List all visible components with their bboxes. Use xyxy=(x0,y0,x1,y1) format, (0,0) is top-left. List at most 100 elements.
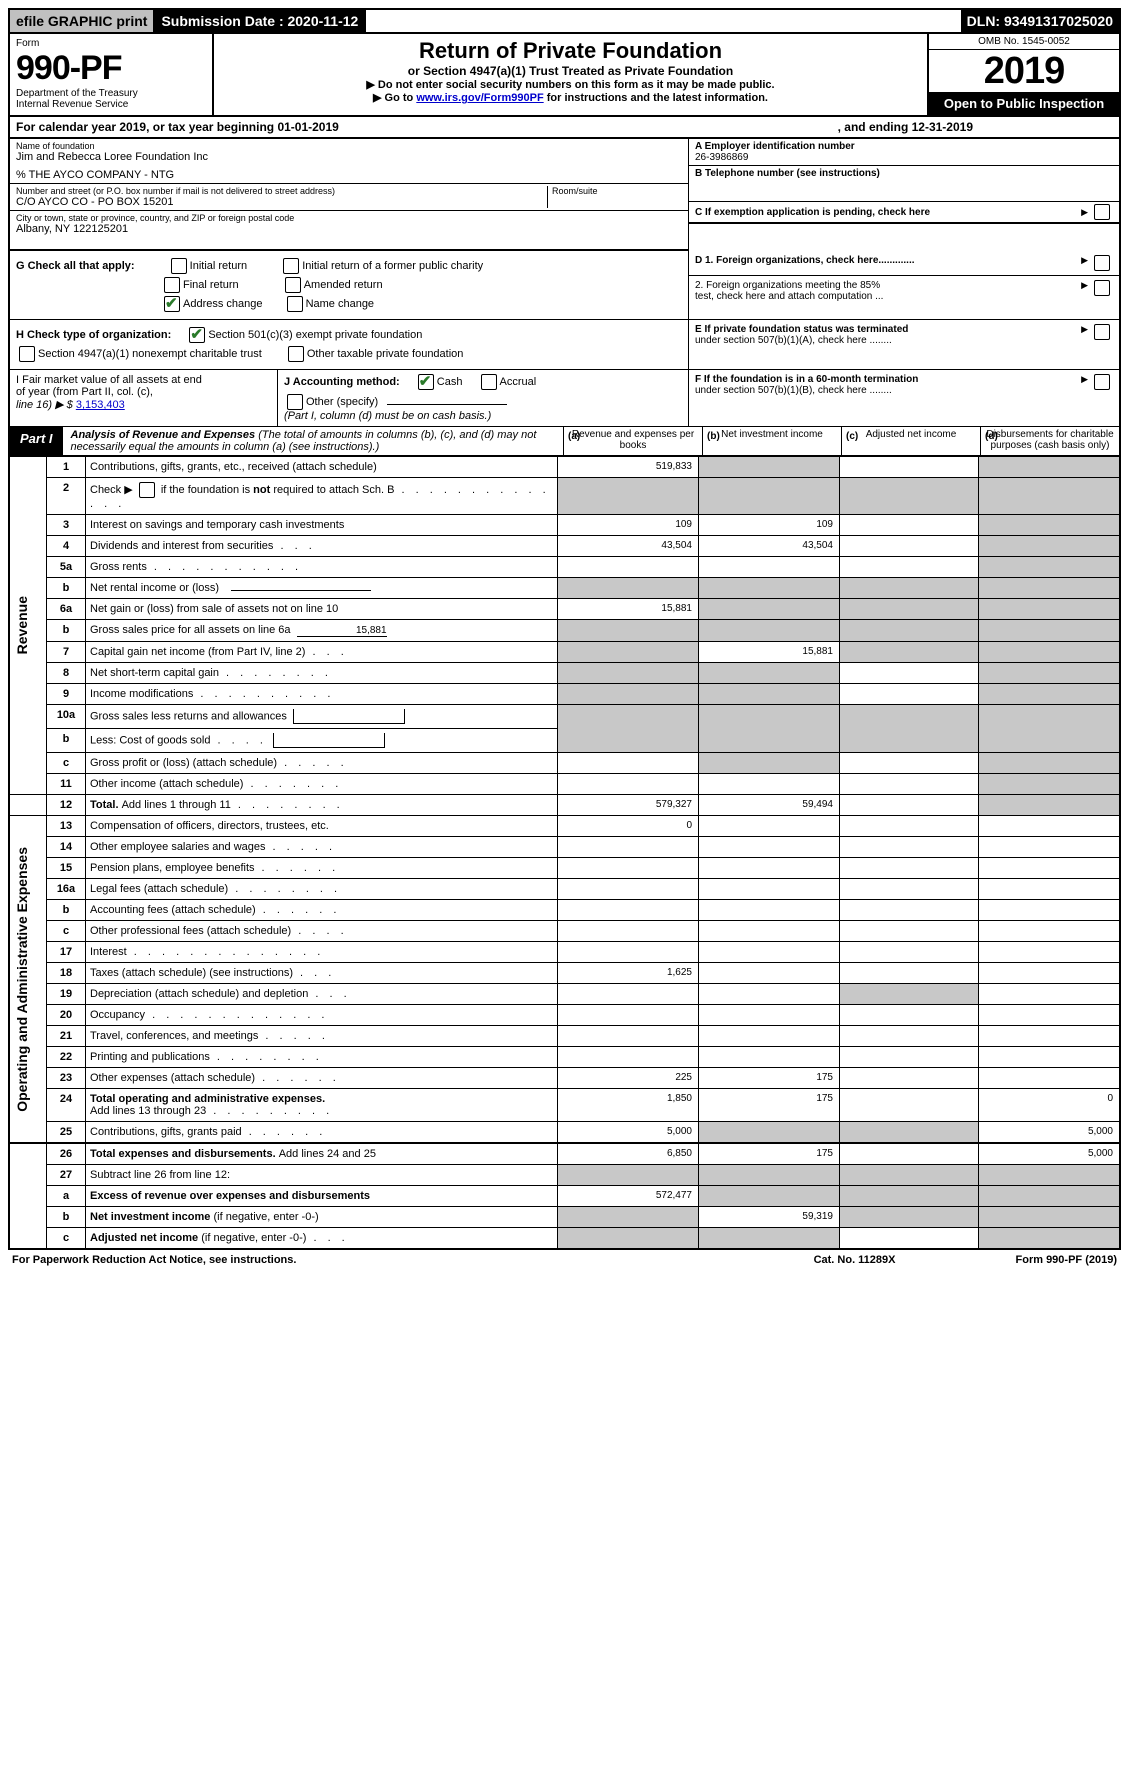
name-label: Name of foundation xyxy=(16,141,682,151)
section-j: J Accounting method: Cash Accrual Other … xyxy=(278,370,688,426)
efile-button[interactable]: efile GRAPHIC print xyxy=(10,10,155,32)
f-line2: under section 507(b)(1)(B), check here .… xyxy=(695,385,918,396)
g-label: G Check all that apply: xyxy=(16,260,135,272)
accrual-label: Accrual xyxy=(500,376,537,388)
col-d-header: (d)Disbursements for charitable purposes… xyxy=(980,427,1119,455)
d1-checkbox[interactable] xyxy=(1094,255,1110,271)
expenses-side-label: Operating and Administrative Expenses xyxy=(14,847,30,1112)
table-row: 20Occupancy . . . . . . . . . . . . . xyxy=(9,1005,1120,1026)
c3-label: Section 501(c)(3) exempt private foundat… xyxy=(208,329,422,341)
table-row: 10aGross sales less returns and allowanc… xyxy=(9,705,1120,729)
exemption-checkbox[interactable] xyxy=(1094,204,1110,220)
form-subtitle: or Section 4947(a)(1) Trust Treated as P… xyxy=(222,64,919,78)
f-checkbox[interactable] xyxy=(1094,374,1110,390)
d2-row: 2. Foreign organizations meeting the 85%… xyxy=(689,276,1119,306)
identification-right: A Employer identification number 26-3986… xyxy=(688,139,1119,251)
dln-label: DLN: 93491317025020 xyxy=(961,10,1119,32)
d2-line1: 2. Foreign organizations meeting the 85% xyxy=(695,280,883,291)
open-inspection: Open to Public Inspection xyxy=(929,92,1119,115)
part1-header: Part I Analysis of Revenue and Expenses … xyxy=(8,426,1121,457)
table-row: 4Dividends and interest from securities … xyxy=(9,536,1120,557)
exemption-c-label: C If exemption application is pending, c… xyxy=(695,207,930,218)
table-row: 11Other income (attach schedule) . . . .… xyxy=(9,774,1120,795)
tax-year: 2019 xyxy=(929,50,1119,92)
form-number: 990-PF xyxy=(16,49,206,88)
form-header-left: Form 990-PF Department of the Treasury I… xyxy=(10,34,214,115)
table-row: 22Printing and publications . . . . . . … xyxy=(9,1047,1120,1068)
submission-date-button[interactable]: Submission Date : 2020-11-12 xyxy=(155,10,366,32)
a1-label: Section 4947(a)(1) nonexempt charitable … xyxy=(38,348,262,360)
cash-checkbox[interactable] xyxy=(418,374,434,390)
top-bar: efile GRAPHIC print Submission Date : 20… xyxy=(8,8,1121,34)
table-row: cAdjusted net income (if negative, enter… xyxy=(9,1228,1120,1250)
arrow-icon xyxy=(1081,324,1091,335)
table-row: 27Subtract line 26 from line 12: xyxy=(9,1165,1120,1186)
arrow-icon xyxy=(1081,255,1091,266)
table-row: 25Contributions, gifts, grants paid . . … xyxy=(9,1122,1120,1144)
table-row: 8Net short-term capital gain . . . . . .… xyxy=(9,663,1120,684)
a1-checkbox[interactable] xyxy=(19,346,35,362)
d1-row: D 1. Foreign organizations, check here..… xyxy=(689,251,1119,276)
form-word: Form xyxy=(16,38,206,49)
d2-line2: test, check here and attach computation … xyxy=(695,291,883,302)
irs-link[interactable]: www.irs.gov/Form990PF xyxy=(416,92,543,104)
accrual-checkbox[interactable] xyxy=(481,374,497,390)
arrow-icon xyxy=(1081,207,1091,218)
name-change-checkbox[interactable] xyxy=(287,296,303,312)
ein-value: 26-3986869 xyxy=(695,152,1113,163)
careof-value: % THE AYCO COMPANY - NTG xyxy=(16,169,682,181)
city-value: Albany, NY 122125201 xyxy=(16,223,682,235)
table-row: 2Check ▶ if the foundation is not requir… xyxy=(9,478,1120,515)
sch-b-checkbox[interactable] xyxy=(139,482,155,498)
section-ijf: I Fair market value of all assets at end… xyxy=(8,370,1121,426)
f-line1: F If the foundation is in a 60-month ter… xyxy=(695,374,918,385)
i-line1: I Fair market value of all assets at end xyxy=(16,374,271,386)
other-taxable-checkbox[interactable] xyxy=(288,346,304,362)
initial-public-checkbox[interactable] xyxy=(283,258,299,274)
part1-desc: Analysis of Revenue and Expenses (The to… xyxy=(63,427,563,455)
amended-return-checkbox[interactable] xyxy=(285,277,301,293)
revenue-side-label: Revenue xyxy=(14,596,30,654)
fmv-value[interactable]: 3,153,403 xyxy=(76,399,125,411)
form-header-right: OMB No. 1545-0052 2019 Open to Public In… xyxy=(927,34,1119,115)
part1-columns: (a)Revenue and expenses per books (b)Net… xyxy=(563,427,1119,455)
address-value: C/O AYCO CO - PO BOX 15201 xyxy=(16,196,547,208)
i-line3: line 16) ▶ $ xyxy=(16,399,76,411)
section-he: H Check type of organization: Section 50… xyxy=(8,320,1121,370)
page-footer: For Paperwork Reduction Act Notice, see … xyxy=(8,1254,1121,1266)
j-note: (Part I, column (d) must be on cash basi… xyxy=(284,410,682,422)
table-row: bNet rental income or (loss) xyxy=(9,578,1120,599)
ein-row: A Employer identification number 26-3986… xyxy=(689,139,1119,166)
room-label: Room/suite xyxy=(552,186,682,196)
part1-title: Analysis of Revenue and Expenses xyxy=(71,429,256,441)
footer-left: For Paperwork Reduction Act Notice, see … xyxy=(12,1254,296,1266)
i-line2: of year (from Part II, col. (c), xyxy=(16,386,271,398)
footer-formref: Form 990-PF (2019) xyxy=(1016,1254,1118,1266)
c3-checkbox[interactable] xyxy=(189,327,205,343)
section-h: H Check type of organization: Section 50… xyxy=(10,320,688,369)
h-label: H Check type of organization: xyxy=(16,329,171,341)
part1-tag: Part I xyxy=(10,427,63,455)
omb-number: OMB No. 1545-0052 xyxy=(929,34,1119,50)
identification-block: Name of foundation Jim and Rebecca Loree… xyxy=(8,139,1121,251)
final-return-checkbox[interactable] xyxy=(164,277,180,293)
col-c-header: (c)Adjusted net income xyxy=(841,427,980,455)
address-change-checkbox[interactable] xyxy=(164,296,180,312)
d1-label: D 1. Foreign organizations, check here..… xyxy=(695,255,915,266)
table-row: cOther professional fees (attach schedul… xyxy=(9,921,1120,942)
telephone-row: B Telephone number (see instructions) xyxy=(689,166,1119,202)
other-method-checkbox[interactable] xyxy=(287,394,303,410)
table-row: 14Other employee salaries and wages . . … xyxy=(9,837,1120,858)
table-row: 12Total. Add lines 1 through 11 . . . . … xyxy=(9,795,1120,816)
table-row: 3Interest on savings and temporary cash … xyxy=(9,515,1120,536)
city-label: City or town, state or province, country… xyxy=(16,213,682,223)
d2-checkbox[interactable] xyxy=(1094,280,1110,296)
part1-table: Revenue 1Contributions, gifts, grants, e… xyxy=(8,457,1121,1250)
table-row: 18Taxes (attach schedule) (see instructi… xyxy=(9,963,1120,984)
f-row: F If the foundation is in a 60-month ter… xyxy=(689,370,1119,400)
initial-return-checkbox[interactable] xyxy=(171,258,187,274)
e-checkbox[interactable] xyxy=(1094,324,1110,340)
table-row: 24Total operating and administrative exp… xyxy=(9,1089,1120,1122)
table-row: 16aLegal fees (attach schedule) . . . . … xyxy=(9,879,1120,900)
dept-line2: Internal Revenue Service xyxy=(16,99,206,110)
